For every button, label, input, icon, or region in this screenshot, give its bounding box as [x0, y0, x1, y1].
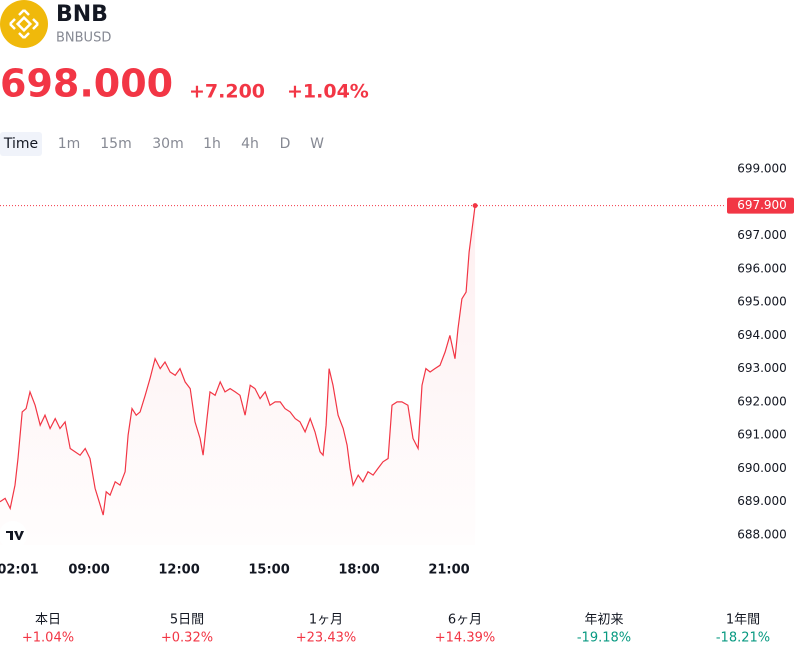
timeframe-button[interactable]: 15m — [100, 136, 131, 152]
timeframe-button[interactable]: W — [310, 136, 324, 152]
x-tick-label: 09:00 — [68, 563, 109, 578]
area-fill — [0, 205, 476, 545]
performance-label: 1年間 — [726, 613, 760, 628]
timeframe-bar: Time 1m 15m 30m 1h 4h D W — [0, 132, 324, 156]
y-tick-label: 691.000 — [737, 428, 787, 442]
performance-label: 1ヶ月 — [309, 613, 343, 628]
y-tick-label: 689.000 — [737, 494, 787, 508]
timeframe-button[interactable]: 4h — [241, 136, 259, 152]
last-point — [472, 203, 478, 209]
price: 698.000 — [0, 62, 173, 106]
price-change: +7.200 — [189, 81, 265, 103]
y-tick-label: 696.000 — [737, 261, 787, 275]
x-tick-label: 21:00 — [428, 563, 469, 578]
x-tick-label: 12:00 — [158, 563, 199, 578]
performance-label: 本日 — [35, 613, 61, 628]
tv-logo — [0, 521, 27, 549]
last-price-label: 697.900 — [737, 198, 787, 212]
performance-value: -19.18% — [577, 631, 631, 646]
performance-value: -18.21% — [716, 631, 770, 646]
performance-value: +0.32% — [161, 631, 213, 646]
y-tick-label: 697.000 — [737, 228, 787, 242]
timeframe-button[interactable]: 30m — [152, 136, 183, 152]
coin-symbol: BNBUSD — [56, 31, 111, 46]
y-tick-label: 693.000 — [737, 361, 787, 375]
performance-value: +14.39% — [435, 631, 495, 646]
x-tick-label: 02:01 — [0, 563, 39, 578]
y-tick-label: 690.000 — [737, 461, 787, 475]
price-line — [0, 205, 476, 516]
coin-logo — [0, 0, 48, 48]
coin-name: BNB — [56, 2, 108, 27]
performance-label: 年初来 — [584, 613, 623, 628]
timeframe-active-bg — [0, 132, 42, 156]
performance-value: +23.43% — [296, 631, 356, 646]
timeframe-button[interactable]: 1m — [58, 136, 81, 152]
chart: 688.000 689.000 690.000 691.000 692.000 693.0… — [0, 161, 794, 578]
timeframe-button[interactable]: D — [280, 136, 291, 152]
y-tick-label: 699.000 — [737, 161, 787, 175]
price-change-pct: +1.04% — [287, 81, 369, 103]
timeframe-button[interactable]: Time — [3, 136, 38, 152]
y-tick-label: 692.000 — [737, 394, 787, 408]
performance-label: 5日間 — [170, 613, 204, 628]
x-tick-label: 15:00 — [248, 563, 289, 578]
performance-label: 6ヶ月 — [448, 613, 482, 628]
performance-value: +1.04% — [22, 631, 74, 646]
y-tick-label: 688.000 — [737, 528, 787, 542]
timeframe-button[interactable]: 1h — [203, 136, 221, 152]
performance: 本日 +1.04% 5日間 +0.32% 1ヶ月 +23.43% 6ヶ月 +14.39% 年初来… — [22, 613, 770, 646]
last-price-tag — [727, 197, 794, 214]
x-tick-label: 18:00 — [338, 563, 379, 578]
y-tick-label: 694.000 — [737, 328, 787, 342]
y-tick-label: 695.000 — [737, 295, 787, 309]
